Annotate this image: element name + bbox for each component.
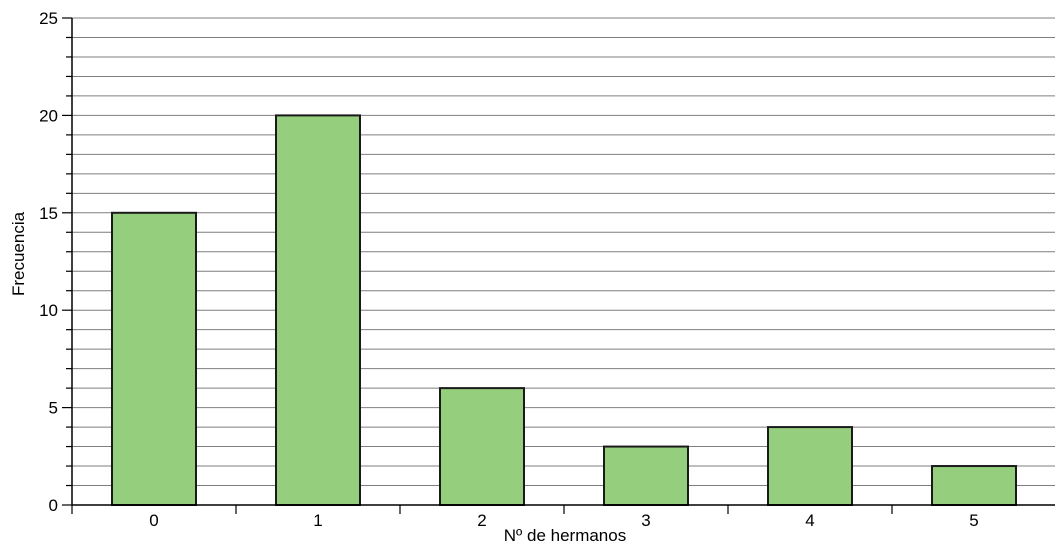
x-tick-label: 4 [805, 511, 814, 530]
y-tick-label: 20 [39, 106, 58, 125]
x-tick-label: 2 [477, 511, 486, 530]
bar-5 [931, 465, 1017, 507]
x-axis-title: Nº de hermanos [504, 526, 626, 544]
x-tick-label: 0 [149, 511, 158, 530]
bar-2 [439, 387, 525, 506]
bar-0 [111, 211, 197, 507]
tick-labels: 0 5 10 15 20 25 0 1 2 3 4 5 [39, 9, 979, 530]
x-tick-label: 5 [969, 511, 978, 530]
y-tick-label: 15 [39, 204, 58, 223]
bars [111, 114, 1017, 507]
y-tick-label: 10 [39, 301, 58, 320]
bar-1 [275, 114, 361, 507]
bar-4 [767, 426, 853, 506]
gridlines [72, 17, 1055, 487]
x-tick-label: 1 [313, 511, 322, 530]
y-tick-label: 25 [39, 9, 58, 28]
y-tick-label: 5 [49, 399, 58, 418]
y-axis-title: Frecuencia [9, 211, 28, 296]
axes [62, 17, 1055, 514]
x-tick-label: 3 [641, 511, 650, 530]
y-tick-label: 0 [49, 496, 58, 515]
bar-3 [603, 445, 689, 506]
